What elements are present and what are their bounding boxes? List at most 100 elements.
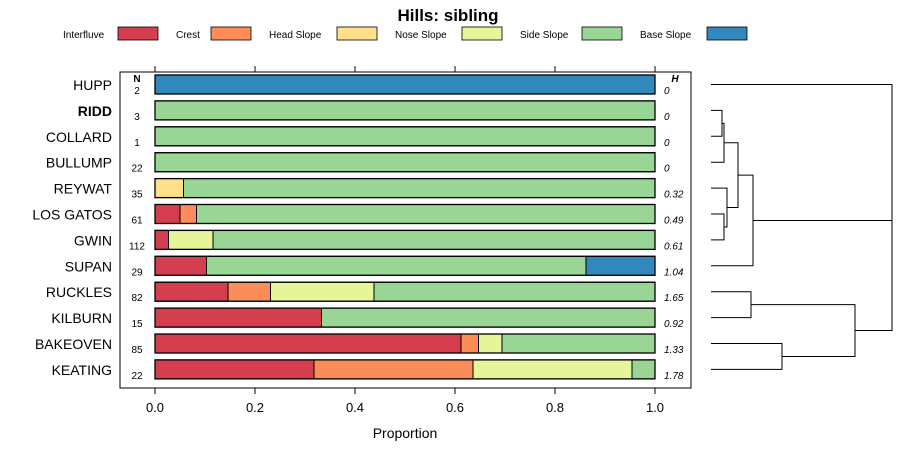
bar-segment-crest <box>227 281 271 302</box>
bar-segment-crest <box>179 204 197 224</box>
row-label: REYWAT <box>54 181 113 197</box>
bar-segment-side-slope <box>501 333 656 354</box>
n-value: 85 <box>131 345 143 356</box>
row-label: COLLARD <box>46 129 112 145</box>
h-value: 0.61 <box>664 241 683 252</box>
n-value: 35 <box>131 190 143 201</box>
legend-swatch <box>210 26 252 41</box>
x-tick-label: 0.2 <box>246 400 264 415</box>
dendrogram <box>711 84 893 370</box>
bar-outline <box>154 281 656 302</box>
n-value: 22 <box>131 164 143 175</box>
row-label: RIDD <box>78 103 112 119</box>
n-value: 29 <box>131 267 143 278</box>
bar-outline <box>154 100 656 121</box>
bar-segment-crest <box>460 333 479 354</box>
bar-segment-interfluve <box>154 229 169 250</box>
bar-segment-base-slope <box>154 74 656 95</box>
x-axis-label: Proportion <box>373 425 438 441</box>
row-keating: KEATING 22 1.78 <box>52 359 684 382</box>
bar-segment-nose-slope <box>472 359 633 380</box>
plot-panel <box>119 71 692 389</box>
bar-outline <box>154 152 656 173</box>
row-label: GWIN <box>74 232 112 248</box>
row-bullump: BULLUMP 22 0 <box>46 152 670 175</box>
chart-title: Hills: sibling <box>397 6 498 25</box>
legend-swatch <box>461 26 503 41</box>
h-value: 1.78 <box>664 371 684 382</box>
bar-outline <box>154 359 656 380</box>
row-kilburn: KILBURN 15 0.92 <box>51 307 684 330</box>
bar-segment-nose-slope <box>270 281 375 302</box>
bar-segment-crest <box>313 359 474 380</box>
h-value: 0 <box>664 138 670 149</box>
row-label: LOS GATOS <box>32 207 112 223</box>
h-value: 0 <box>664 86 670 97</box>
legend-label: Crest <box>176 30 200 41</box>
row-los-gatos: LOS GATOS 61 0.49 <box>32 203 684 227</box>
bar-segment-side-slope <box>196 204 656 224</box>
bar-segment-base-slope <box>585 255 656 276</box>
bar-segment-interfluve <box>154 307 322 328</box>
n-value: 15 <box>131 319 143 330</box>
bar-segment-interfluve <box>154 359 315 380</box>
row-supan: SUPAN 29 1.04 <box>65 255 684 278</box>
h-value: 0.92 <box>664 319 684 330</box>
bar-outline <box>154 74 656 95</box>
row-label: HUPP <box>73 77 112 93</box>
n-value: 22 <box>131 371 143 382</box>
dendrogram-branch <box>711 109 723 137</box>
h-value: 0.49 <box>664 216 684 227</box>
dendrogram-branch <box>711 291 752 319</box>
dendrogram-branch <box>724 142 739 209</box>
bar-outline <box>154 203 656 225</box>
n-value: 2 <box>134 86 140 97</box>
legend-label: Side Slope <box>520 30 569 41</box>
row-label: BULLUMP <box>46 155 112 171</box>
bar-segment-interfluve <box>154 333 462 354</box>
bar-segment-side-slope <box>206 255 587 276</box>
bar-segment-nose-slope <box>478 333 503 354</box>
x-tick-label: 0.8 <box>546 400 564 415</box>
bar-segment-side-slope <box>631 359 656 380</box>
dendrogram-branch <box>711 213 725 241</box>
bar-segment-side-slope <box>373 281 656 302</box>
dendrogram-branch <box>753 219 893 332</box>
legend-swatch <box>706 26 748 41</box>
bar-segment-side-slope <box>321 307 656 328</box>
legend-label: Base Slope <box>640 30 692 41</box>
dendrogram-branch <box>751 304 856 357</box>
n-value: 3 <box>134 112 140 123</box>
n-header: N <box>133 74 140 85</box>
bar-segment-interfluve <box>154 255 207 276</box>
bar-outline <box>154 126 656 147</box>
h-header: H <box>671 74 679 85</box>
h-value: 0 <box>664 112 670 123</box>
bar-rows: HUPP 2 0 RIDD 3 0 COLLARD 1 0 BULLUMP 22 0 REYWAT 35 0… <box>32 74 684 382</box>
bar-outline <box>154 307 656 328</box>
bar-outline <box>154 255 656 276</box>
row-ruckles: RUCKLES 82 1.65 <box>46 281 684 304</box>
legend-label: Head Slope <box>269 30 322 41</box>
row-reywat: REYWAT 35 0.32 <box>54 177 684 201</box>
row-label: KILBURN <box>51 310 112 326</box>
row-ridd: RIDD 3 0 <box>78 100 670 123</box>
bar-segment-side-slope <box>154 126 656 147</box>
bar-outline <box>154 177 656 199</box>
bar-segment-side-slope <box>212 229 656 250</box>
row-collard: COLLARD 1 0 <box>46 126 670 149</box>
h-value: 1.04 <box>664 267 684 278</box>
x-tick-label: 1.0 <box>646 400 664 415</box>
bar-outline <box>154 333 656 354</box>
legend-label: Nose Slope <box>395 30 447 41</box>
h-value: 0.32 <box>664 190 684 201</box>
x-tick-label: 0.6 <box>446 400 464 415</box>
row-gwin: GWIN 112 0.61 <box>74 229 683 252</box>
row-label: BAKEOVEN <box>35 336 112 352</box>
n-value: 1 <box>134 138 140 149</box>
x-tick-label: 0.4 <box>346 400 364 415</box>
x-axis: 0.0 0.2 0.4 0.6 0.8 1.0 <box>146 66 664 415</box>
dendrogram-branch <box>711 187 728 228</box>
dendrogram-branch <box>711 343 783 370</box>
